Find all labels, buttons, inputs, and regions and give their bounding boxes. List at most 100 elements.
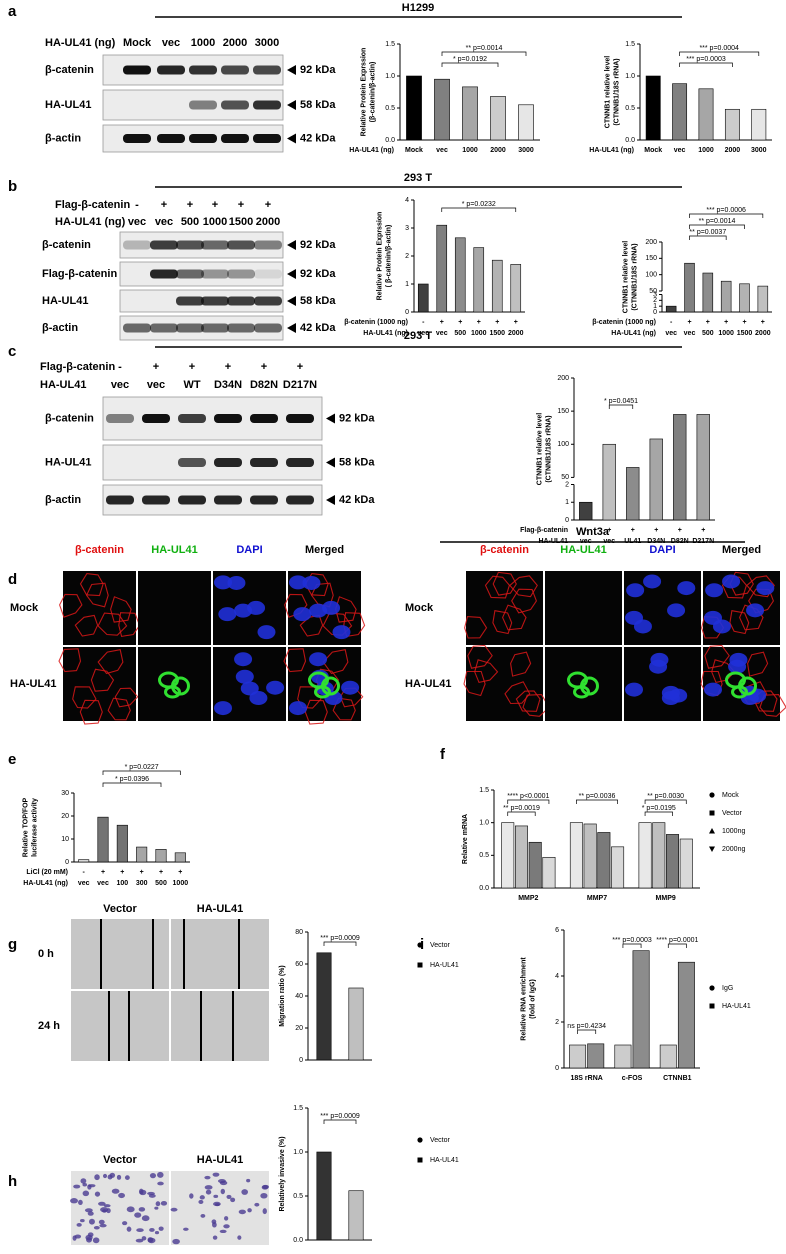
band [254, 269, 282, 279]
band [253, 65, 281, 75]
x-tick-label: c-FOS [622, 1075, 643, 1082]
x-axis-label: HA-UL41 (ng) [363, 330, 408, 337]
cell-outline [463, 670, 486, 697]
y-tick-label: 1 [565, 499, 569, 506]
legend-marker [709, 1003, 715, 1009]
band [286, 414, 314, 423]
x-tick-label: 300 [136, 880, 148, 887]
x-tick-label: 1500 [737, 330, 753, 337]
cell [103, 1204, 111, 1208]
bar [542, 856, 556, 889]
cell [76, 1223, 82, 1227]
bar [462, 86, 478, 141]
cell [138, 1188, 144, 1195]
x-row-value: + [761, 319, 765, 326]
bar [514, 825, 528, 889]
lane-label: 1000 [191, 37, 215, 49]
significance-label: **** p=0.0001 [656, 937, 698, 944]
bar [665, 305, 677, 313]
y-tick-label: 0 [565, 517, 569, 524]
cell [204, 1175, 211, 1180]
x-row-label: β-catenin (1000 ng) [592, 319, 656, 326]
x-axis-label: HA-UL41 (ng) [611, 330, 656, 337]
cell [147, 1237, 154, 1243]
cell [212, 1172, 220, 1177]
cell-outline [58, 648, 82, 673]
y-tick-label: 150 [557, 408, 569, 415]
bracket [323, 941, 357, 946]
row-label: HA-UL41 [45, 99, 91, 111]
significance-label: ** p=0.0037 [689, 229, 726, 236]
lane-label: + [189, 361, 195, 373]
y-tick-label: 3 [653, 291, 657, 298]
y-axis-label: Relative mRNA [462, 814, 469, 864]
y-tick-label: 200 [557, 375, 569, 382]
lane-label: 1500 [229, 216, 253, 228]
legend-marker [709, 846, 715, 852]
micrograph-title: Wnt3a [576, 526, 610, 538]
band [253, 100, 281, 110]
cell-outline [501, 604, 527, 631]
cell-outline [492, 571, 517, 596]
bar [720, 280, 732, 313]
y-tick-label: 10 [61, 836, 69, 843]
bracket [689, 224, 745, 229]
lane-label: WT [183, 379, 200, 391]
band [201, 296, 229, 306]
y-axis-label: Relative Protein Exprssion [360, 48, 367, 137]
band [123, 240, 151, 250]
cell-outline [492, 610, 513, 635]
y-tick-label: 2 [555, 1019, 559, 1026]
cell-outline [511, 588, 538, 614]
bar [518, 104, 534, 141]
band [201, 240, 229, 250]
y-tick-label: 2 [565, 481, 569, 488]
nucleus [293, 607, 312, 622]
cell [172, 1238, 180, 1245]
significance-label: * p=0.0195 [642, 805, 676, 812]
signal [314, 685, 331, 699]
cell [154, 1230, 160, 1235]
lane-label: vec [111, 379, 129, 391]
x-tick-label: 2000 [725, 147, 741, 154]
micrograph [466, 647, 543, 721]
cell [217, 1179, 226, 1184]
arrow [287, 296, 296, 306]
panel-label: d [8, 571, 17, 588]
cell [94, 1191, 101, 1197]
cell [219, 1229, 227, 1234]
nucleus [332, 625, 351, 640]
x-tick-label: Mock [405, 147, 423, 154]
x-row-value: + [458, 319, 462, 326]
cell-outline [72, 686, 97, 709]
cell-outline [747, 651, 769, 677]
cell-outline [510, 651, 532, 677]
bar [602, 443, 616, 521]
nucleus [677, 581, 696, 596]
y-axis-label: luciferase activity [31, 798, 38, 857]
x-row-value: + [607, 527, 611, 534]
cell [93, 1226, 100, 1230]
y-tick-label: 3 [405, 225, 409, 232]
cell [141, 1236, 147, 1241]
bracket [323, 1119, 357, 1124]
row-label: β-catenin [45, 64, 94, 76]
y-tick-label: 1.0 [293, 1149, 303, 1156]
cell-outline [118, 612, 141, 638]
significance-label: ** p=0.0030 [647, 793, 684, 800]
lane-label: vec [128, 216, 146, 228]
cell-outline [474, 659, 499, 684]
row-label: Mock [10, 602, 39, 614]
x-row-value: + [678, 527, 682, 534]
bar [528, 841, 542, 889]
x-row-label: Flag-β-catenin [520, 527, 568, 534]
cell [149, 1172, 157, 1179]
column-label: HA-UL41 [197, 1154, 243, 1166]
x-row-value: + [724, 319, 728, 326]
lane-label: 1000 [203, 216, 227, 228]
band [176, 296, 204, 306]
bracket [644, 811, 673, 816]
cell [100, 1207, 109, 1213]
size-label: 42 kDa [339, 494, 375, 506]
lane-label: + [153, 361, 159, 373]
